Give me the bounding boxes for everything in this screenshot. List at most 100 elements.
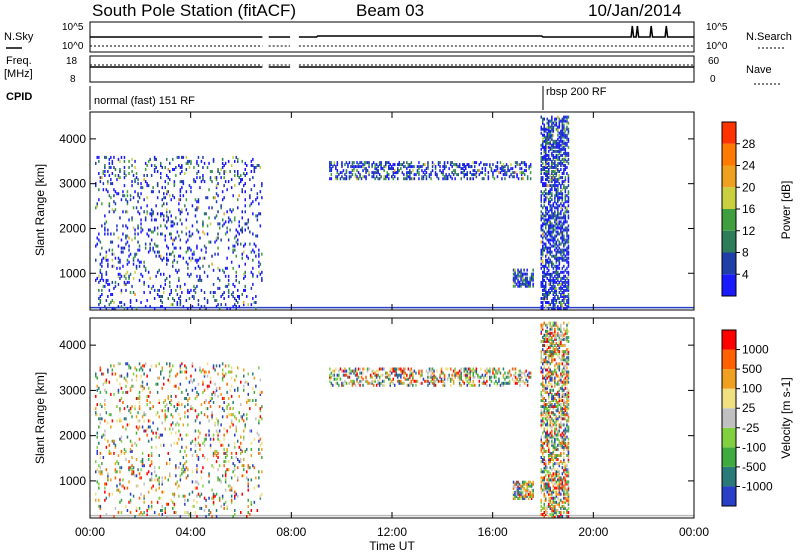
echo-pixel <box>557 198 559 202</box>
echo-pixel <box>258 212 260 216</box>
freq-panel: Freq. [MHz] 18 8 60 0 Nave <box>4 55 780 85</box>
echo-pixel <box>368 381 370 385</box>
echo-pixel <box>140 206 142 210</box>
echo-pixel <box>546 166 548 169</box>
echo-pixel <box>560 409 562 413</box>
echo-pixel <box>560 451 562 455</box>
echo-pixel <box>443 377 446 381</box>
echo-pixel <box>552 484 555 488</box>
echo-pixel <box>211 417 213 421</box>
echo-pixel <box>563 284 565 288</box>
echo-pixel <box>234 159 236 163</box>
echo-pixel <box>555 280 558 284</box>
echo-pixel <box>548 504 550 508</box>
echo-pixel <box>542 248 544 252</box>
echo-pixel <box>123 376 126 380</box>
echo-pixel <box>421 177 423 181</box>
echo-pixel <box>169 458 171 461</box>
echo-pixel <box>557 431 559 435</box>
echo-pixel <box>557 390 559 394</box>
echo-pixel <box>125 272 127 276</box>
echo-pixel <box>240 415 242 419</box>
echo-pixel <box>375 163 378 167</box>
echo-pixel <box>558 135 561 139</box>
echo-pixel <box>407 175 410 179</box>
echo-pixel <box>543 456 545 459</box>
echo-pixel <box>194 286 197 290</box>
echo-pixel <box>564 164 567 167</box>
echo-pixel <box>427 371 429 375</box>
echo-pixel <box>557 366 559 370</box>
echo-pixel <box>418 177 420 181</box>
echo-pixel <box>469 383 471 387</box>
echo-pixel <box>158 454 160 457</box>
echo-pixel <box>179 284 182 288</box>
echo-pixel <box>161 476 163 480</box>
echo-pixel <box>451 373 453 377</box>
echo-pixel <box>197 435 200 439</box>
echo-pixel <box>363 167 366 171</box>
echo-pixel <box>160 295 162 298</box>
echo-pixel <box>134 166 136 169</box>
echo-pixel <box>428 175 431 179</box>
echo-pixel <box>140 384 142 388</box>
echo-pixel <box>548 394 550 398</box>
echo-pixel <box>163 490 165 494</box>
echo-pixel <box>540 210 542 214</box>
echo-pixel <box>96 202 98 206</box>
echo-pixel <box>120 198 123 202</box>
echo-pixel <box>132 470 135 474</box>
echo-pixel <box>557 348 559 352</box>
echo-pixel <box>526 486 528 490</box>
echo-pixel <box>557 272 559 276</box>
echo-pixel <box>486 383 488 387</box>
echo-pixel <box>175 166 177 169</box>
echo-pixel <box>546 297 548 300</box>
echo-pixel <box>542 374 544 378</box>
echo-pixel <box>425 369 428 373</box>
echo-pixel <box>227 278 230 282</box>
echo-pixel <box>549 335 551 339</box>
echo-pixel <box>546 174 548 177</box>
colorbar-swatch <box>722 187 736 209</box>
echo-pixel <box>546 354 548 358</box>
freq-label-line2: [MHz] <box>4 68 33 80</box>
echo-pixel <box>255 417 257 421</box>
echo-pixel <box>241 210 243 214</box>
echo-pixel <box>102 172 105 175</box>
echo-pixel <box>548 335 550 339</box>
echo-pixel <box>196 486 198 490</box>
echo-pixel <box>546 212 548 216</box>
echo-pixel <box>132 276 135 280</box>
echo-pixel <box>566 228 568 232</box>
echo-pixel <box>356 369 358 373</box>
echo-pixel <box>549 125 551 129</box>
echo-pixel <box>552 413 555 417</box>
echo-pixel <box>560 295 562 298</box>
echo-pixel <box>548 168 550 171</box>
echo-pixel <box>196 161 198 165</box>
echo-pixel <box>249 196 251 200</box>
echo-pixel <box>548 492 550 496</box>
echo-pixel <box>468 381 470 385</box>
echo-pixel <box>119 478 121 482</box>
echo-pixel <box>496 175 499 179</box>
echo-pixel <box>107 370 109 374</box>
echo-pixel <box>203 401 206 404</box>
echo-pixel <box>104 407 106 411</box>
echo-pixel <box>218 226 221 230</box>
echo-pixel <box>191 252 194 256</box>
echo-pixel <box>398 161 400 165</box>
echo-pixel <box>238 232 240 236</box>
echo-pixel <box>529 284 531 288</box>
echo-pixel <box>190 234 192 238</box>
echo-pixel <box>551 204 553 208</box>
echo-pixel <box>496 161 499 165</box>
echo-pixel <box>169 462 171 466</box>
echo-pixel <box>548 190 550 194</box>
echo-pixel <box>243 429 245 433</box>
echo-pixel <box>125 198 127 202</box>
echo-pixel <box>252 372 254 376</box>
echo-pixel <box>356 165 358 169</box>
echo-pixel <box>545 170 547 173</box>
